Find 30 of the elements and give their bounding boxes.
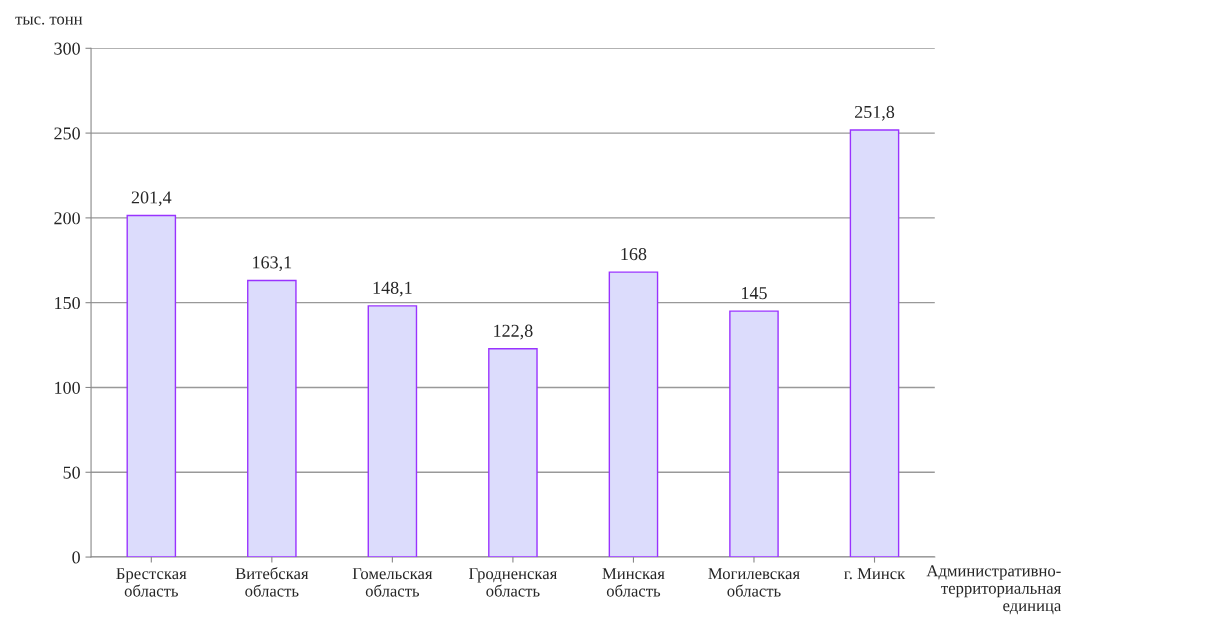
x-tick-label: Гомельская область [352,568,433,597]
y-tick-label: 0 [72,551,80,564]
bar [367,305,418,558]
bar [608,271,659,558]
data-label: 145 [742,287,767,300]
data-label: 251,8 [854,105,895,121]
bar [488,348,538,558]
data-label: 201,4 [131,191,172,207]
data-label: 163,1 [253,256,292,272]
y-tick-label: 250 [54,127,80,140]
x-tick-label: Минская область [602,568,665,597]
bar [849,129,900,558]
x-tick-label: Могилевская область [708,568,800,597]
y-tick-label: 100 [55,381,80,394]
bar [126,214,177,558]
x-tick-label: Гродненская область [468,568,558,597]
x-tick-label: Брестская область [116,568,187,597]
y-tick-label: 150 [55,296,80,310]
data-label: 148,1 [373,281,412,297]
x-tick-label: Витебская область [235,567,309,597]
y-tick-label: 200 [54,212,80,225]
data-label: 122,8 [494,324,533,340]
x-axis-title: Административно- территориальная единица [926,565,1062,615]
y-tick-label: 300 [54,42,80,55]
y-axis-title: тыс. тонн [15,16,83,25]
data-label: 168 [621,247,647,261]
y-tick-label: 50 [63,466,80,479]
bar [247,279,297,558]
x-tick-label: г. Минск [844,568,906,580]
bar [729,310,779,558]
